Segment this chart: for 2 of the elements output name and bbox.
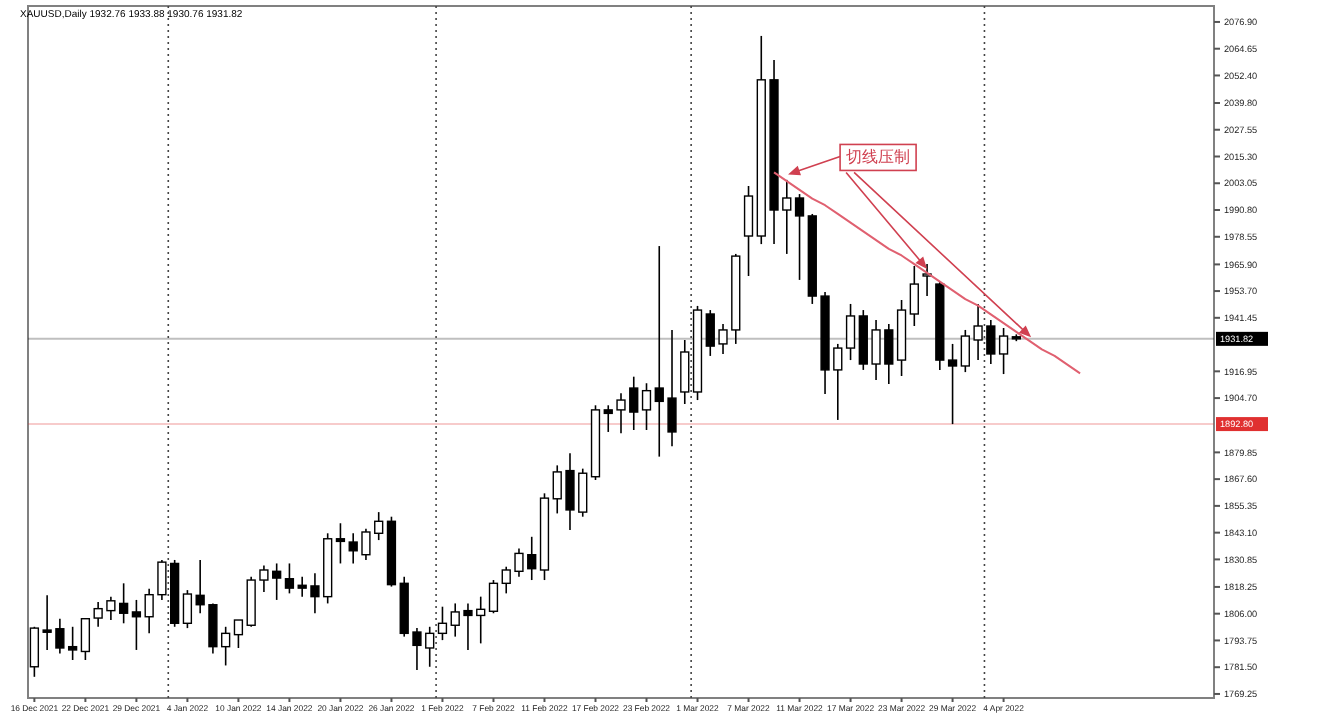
annotation: 切线压制 xyxy=(846,148,911,167)
annotation: 切线压制 xyxy=(839,143,917,172)
